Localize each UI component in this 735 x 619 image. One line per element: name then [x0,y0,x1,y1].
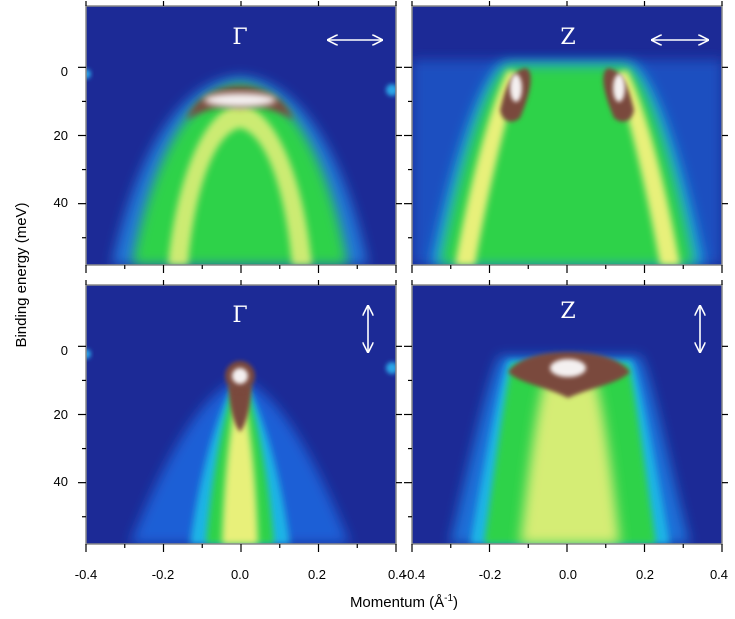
x-axis-title-superscript: -1 [444,593,453,604]
y-axis-title: Binding energy (meV) [13,202,30,347]
y-tick-label: 20 [54,407,68,422]
x-tick-label: 0.2 [308,567,326,582]
x-tick-label: 0.0 [231,567,249,582]
intensity-maximum-right [613,74,625,102]
intensity-maximum [204,93,276,107]
x-tick-label: -0.4 [75,567,97,582]
x-tick-label: 0.2 [636,567,654,582]
x-axis-title-main: Momentum (Å [350,594,444,611]
y-tick-label: 20 [54,128,68,143]
y-tick-labels: 0 20 40 0 20 40 [54,64,68,489]
panel-label: Γ [232,25,247,50]
intensity-maximum [232,368,248,384]
intensity-yellow [168,104,312,265]
intensity-yellow [222,380,258,544]
y-tick-label: 0 [61,343,68,358]
axis-ticks [78,1,728,552]
edge-spot [386,362,396,374]
x-tick-label: -0.2 [479,567,501,582]
intensity-maximum [550,359,586,377]
y-tick-label: 0 [61,64,68,79]
panel-gamma-horizontal [86,6,396,265]
x-tick-label: 0.4 [388,567,406,582]
panel-z-horizontal [412,6,722,265]
x-tick-label: 0.0 [559,567,577,582]
y-tick-label: 40 [54,474,68,489]
panel-z-vertical [412,285,722,544]
intensity-maximum-left [510,74,522,102]
panel-gamma-vertical [86,285,396,544]
x-tick-label: -0.4 [403,567,425,582]
x-axis-title: Momentum (Å-1) [350,593,458,611]
panel-label: Z [560,25,575,50]
panel-label: Γ [232,303,247,328]
x-tick-label: 0.4 [710,567,728,582]
panel-label: Z [560,299,575,324]
edge-spot [86,69,91,79]
y-tick-label: 40 [54,195,68,210]
intensity-yellow-right-band [615,70,680,265]
intensity-brown-stem [228,385,252,432]
edge-spot [86,349,91,359]
x-axis-title-close: ) [453,594,458,611]
edge-spot [386,84,396,96]
intensity-yellow [520,380,620,544]
x-tick-label: -0.2 [152,567,174,582]
intensity-yellow-left-band [455,70,520,265]
x-tick-labels: -0.4 -0.2 0.0 0.2 0.4 -0.4 -0.2 0.0 0.2 … [75,567,728,582]
